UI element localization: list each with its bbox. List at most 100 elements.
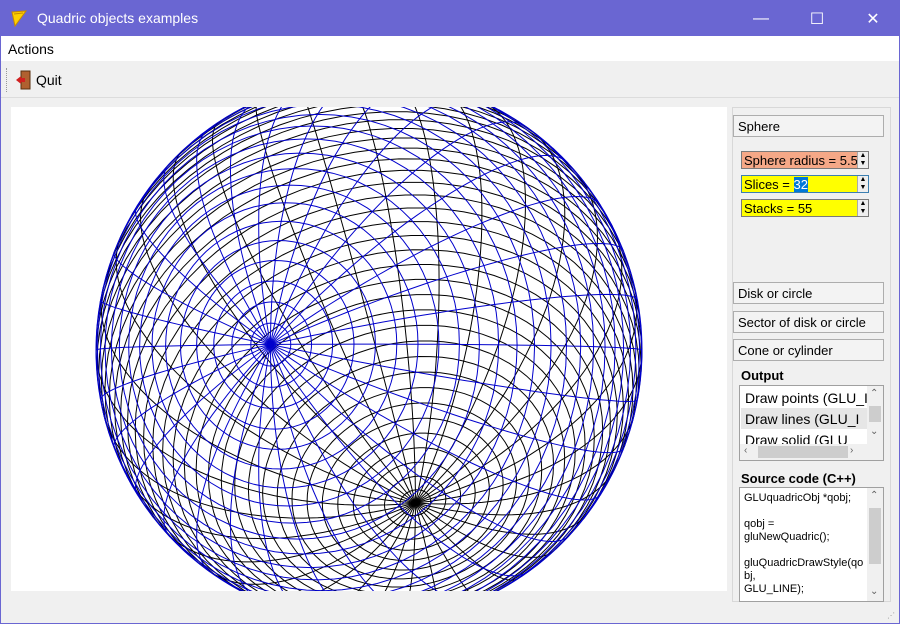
output-listbox[interactable]: Draw points (GLU_I Draw lines (GLU_I Dra… (739, 385, 884, 461)
scroll-up-icon[interactable]: ⌃ (870, 490, 879, 501)
sphere-wire (270, 344, 529, 577)
status-bar: ⋰ (1, 605, 899, 623)
list-horizontal-scrollbar[interactable]: ‹ › (740, 444, 883, 460)
sphere-wire (306, 402, 518, 580)
sphere-wire (250, 322, 292, 367)
sphere-wire (196, 260, 355, 430)
spin-arrows-icon[interactable]: ▲ ▼ (857, 176, 868, 192)
sphere-wire (415, 168, 599, 504)
sphere-wire (495, 109, 637, 591)
list-item[interactable]: Draw lines (GLU_I (745, 411, 860, 427)
sphere-wire (99, 113, 536, 581)
sphere-wire (270, 155, 569, 345)
spin-arrows-icon[interactable]: ▲ ▼ (857, 200, 868, 216)
sphere-wire (234, 324, 576, 591)
maximize-button[interactable]: ☐ (809, 10, 825, 28)
scroll-thumb[interactable] (758, 446, 848, 458)
source-code-text: GLUquadricObj *qobj; qobj = gluNewQuadri… (744, 492, 864, 595)
sphere-wire (415, 224, 623, 504)
sphere-wire (270, 121, 529, 345)
sphere-wire (270, 344, 625, 454)
slices-spinbox[interactable]: Slices = 32 ▲ ▼ (741, 175, 869, 193)
scroll-right-icon[interactable]: › (850, 445, 854, 456)
sphere-wire (143, 207, 634, 591)
sphere-section-button[interactable]: Sphere (733, 115, 884, 137)
sphere-wire (415, 468, 616, 516)
code-vertical-scrollbar[interactable]: ⌃ ⌄ (867, 488, 883, 601)
sphere-wire (352, 447, 476, 551)
app-icon (11, 10, 28, 28)
sector-section-button[interactable]: Sector of disk or circle (733, 311, 884, 333)
list-vertical-scrollbar[interactable]: ⌃ ⌄ (867, 386, 883, 444)
sphere-wire (139, 184, 440, 507)
toolbar-grip[interactable] (6, 68, 9, 92)
opengl-canvas[interactable] (11, 107, 727, 591)
sphere-wire (113, 344, 271, 448)
resize-grip-icon[interactable]: ⋰ (887, 611, 895, 620)
sphere-wire (414, 502, 437, 591)
sphere-wire (211, 122, 416, 504)
sphere-wire (414, 502, 469, 591)
sphere-wire (100, 285, 416, 504)
toolbar: Quit (1, 62, 899, 98)
sphere-wire (291, 387, 530, 588)
sphere-wire (262, 355, 555, 591)
sphere-wire (276, 371, 543, 591)
scroll-thumb[interactable] (869, 406, 881, 422)
sphere-wire (115, 231, 416, 504)
source-code-label: Source code (C++) (741, 471, 856, 486)
sphere-wire (120, 169, 642, 538)
close-button[interactable]: ✕ (866, 10, 880, 28)
sphere-wire (196, 344, 271, 573)
sphere-wire (165, 220, 398, 470)
source-code-box[interactable]: GLUquadricObj *qobj; qobj = gluNewQuadri… (739, 487, 884, 602)
slices-value: 32 (793, 176, 808, 192)
sphere-wire (258, 344, 284, 591)
scroll-up-icon[interactable]: ⌃ (870, 388, 879, 399)
wire-sphere-render (95, 107, 643, 591)
sphere-wire (126, 181, 640, 556)
sphere-wire (163, 344, 271, 537)
menu-bar: Actions (1, 36, 899, 61)
sphere-wire (220, 309, 586, 591)
minimize-button[interactable]: — (753, 9, 769, 27)
sphere-wire (100, 300, 271, 345)
menu-actions[interactable]: Actions (8, 41, 54, 57)
sphere-wire (102, 411, 416, 519)
sphere-radius-value: Sphere radius = 5.5 (744, 152, 857, 168)
quit-button[interactable]: Quit (15, 68, 62, 92)
sphere-wire (319, 502, 416, 591)
sphere-wire (270, 107, 371, 345)
sphere-wire (414, 107, 483, 504)
sphere-wire (151, 202, 419, 489)
stacks-spinbox[interactable]: Stacks = 55 ▲ ▼ (741, 199, 869, 217)
sphere-wire (490, 107, 632, 591)
sphere-wire (110, 138, 500, 555)
sphere-wire (270, 293, 638, 345)
disk-section-button[interactable]: Disk or circle (733, 282, 884, 304)
scroll-left-icon[interactable]: ‹ (744, 445, 748, 456)
sphere-wire (196, 127, 271, 345)
cone-section-button[interactable]: Cone or cylinder (733, 339, 884, 361)
stacks-value: Stacks = 55 (744, 200, 813, 216)
scroll-thumb[interactable] (869, 508, 881, 564)
sphere-wire (362, 107, 416, 503)
sphere-wire (384, 502, 416, 591)
spin-arrows-icon[interactable]: ▲ ▼ (857, 152, 868, 168)
window-title: Quadric objects examples (37, 10, 199, 26)
sphere-wire (475, 107, 616, 591)
sphere-wire (270, 343, 643, 351)
list-selection-highlight (741, 408, 869, 429)
sphere-radius-spinbox[interactable]: Sphere radius = 5.5 ▲ ▼ (741, 151, 869, 169)
sphere-wire (95, 107, 568, 591)
sphere-wire (207, 294, 595, 591)
list-item[interactable]: Draw points (GLU_I (745, 390, 868, 406)
scroll-down-icon[interactable]: ⌄ (870, 586, 879, 597)
sphere-wire (179, 240, 376, 450)
scroll-down-icon[interactable]: ⌄ (870, 426, 879, 437)
title-bar[interactable]: Quadric objects examples — ☐ ✕ (1, 1, 899, 36)
sphere-wire (521, 147, 641, 577)
sphere-wire (270, 344, 375, 591)
sphere-wire (104, 125, 518, 569)
